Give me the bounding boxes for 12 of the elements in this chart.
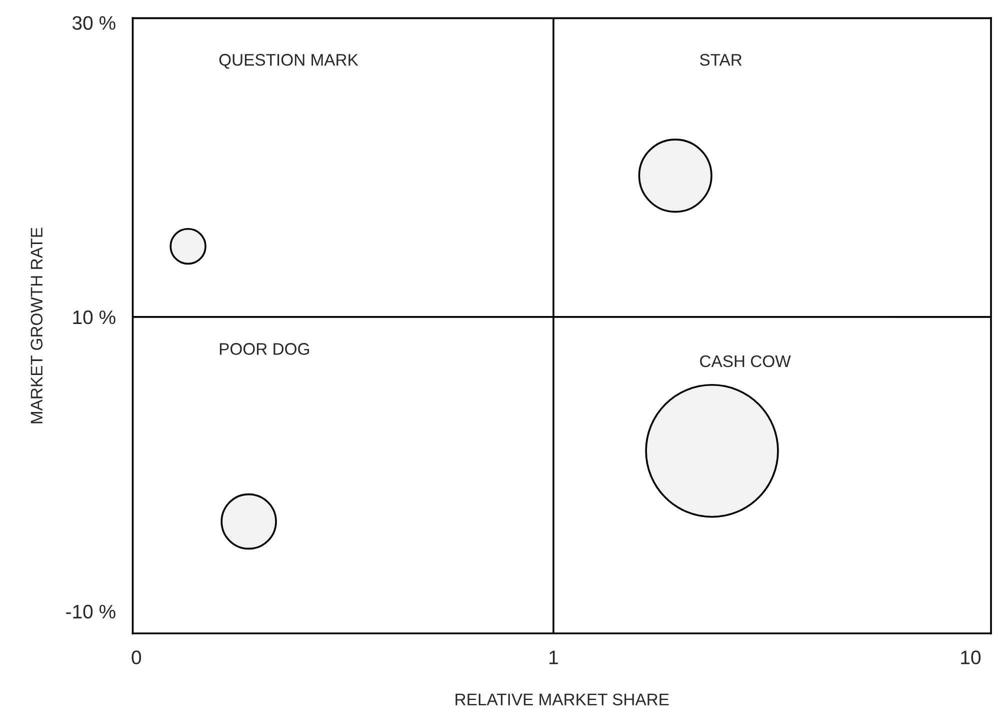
annotation: QUESTION MARK (219, 54, 358, 69)
annotation: CASH COW (700, 355, 791, 368)
y-tick-label: 30 % (72, 16, 116, 30)
y-tick-label: 10 % (73, 310, 116, 324)
y-axis-title: MARKET GROWTH RATE (30, 228, 43, 424)
x-axis-title: RELATIVE MARKET SHARE (456, 694, 669, 706)
annotation: STAR (700, 54, 742, 66)
x-tick-label: 0 (132, 650, 142, 664)
x-tick-label: 10 (961, 650, 981, 664)
x-tick-label: 1 (550, 650, 558, 664)
annotation: POOR DOG (220, 343, 309, 355)
y-tick-label: -10 % (66, 604, 116, 619)
